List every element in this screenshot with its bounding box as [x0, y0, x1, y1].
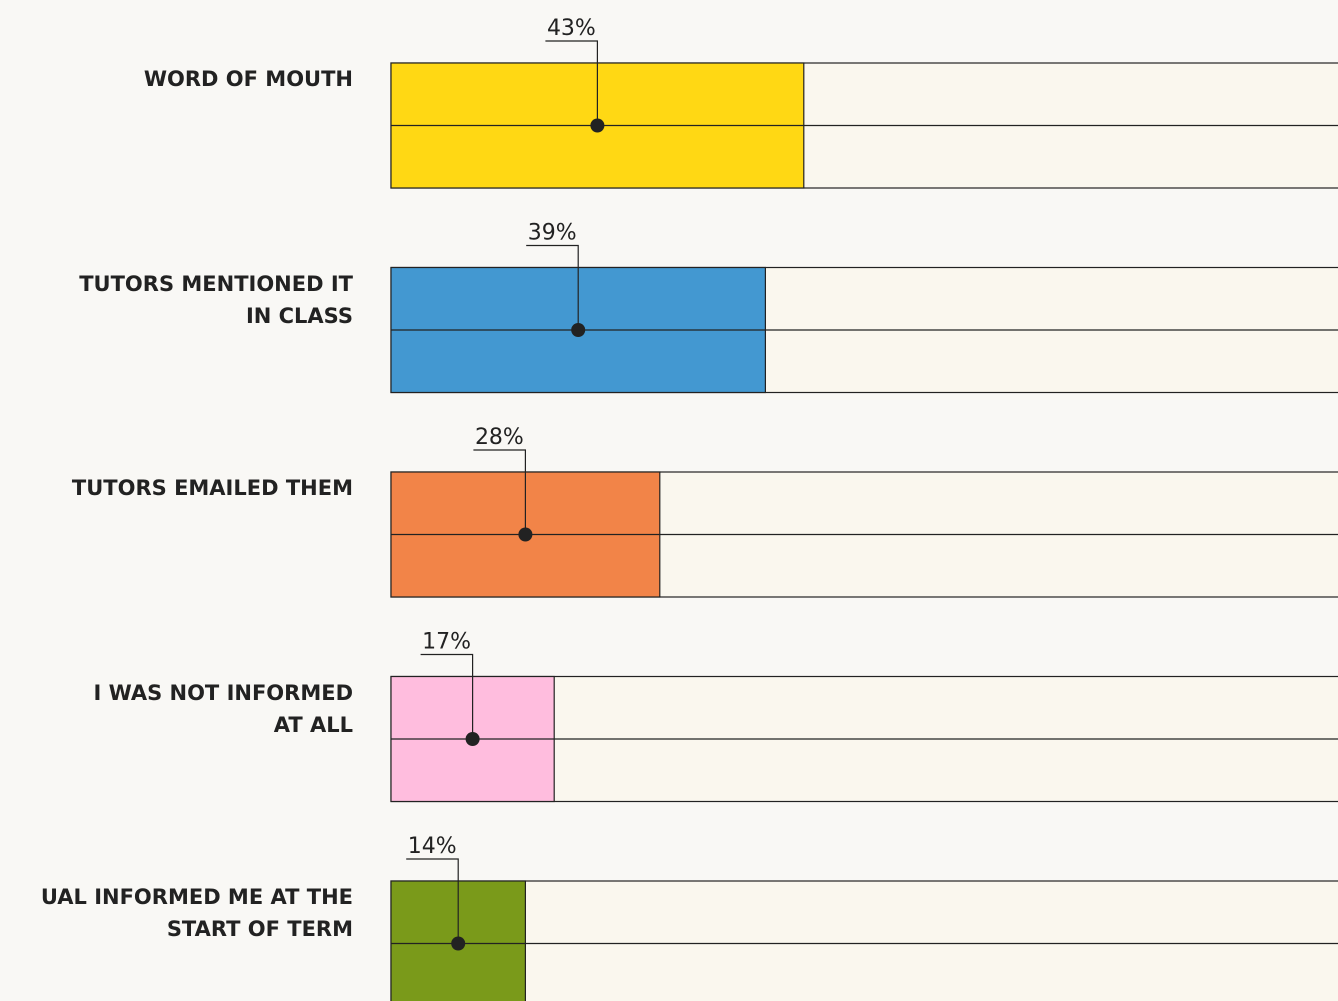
value-dot: [518, 527, 533, 542]
value-label: 17%: [422, 630, 471, 655]
bar-track: [390, 880, 1338, 1001]
value-dot: [571, 323, 586, 337]
value-label: 14%: [408, 834, 457, 859]
value-label: 43%: [547, 16, 596, 41]
category-label: I WAS NOT INFORMED AT ALL: [93, 680, 353, 737]
value-label: 39%: [528, 221, 577, 246]
leader-line: [473, 449, 527, 535]
category-label: TUTORS MENTIONED IT IN CLASS: [79, 271, 353, 328]
category-label: UAL INFORMED ME AT THE START OF TERM: [40, 885, 353, 941]
value-dot: [590, 118, 605, 133]
value-dot: [465, 732, 480, 746]
category-label: TUTORS EMAILED THEM: [71, 476, 353, 500]
leader-line: [526, 244, 579, 330]
leader-line: [545, 40, 599, 126]
value-dot: [451, 936, 466, 951]
leader-line: [420, 653, 474, 739]
category-label: WORD OF MOUTH: [143, 67, 353, 91]
leader-line: [406, 858, 459, 944]
value-label: 28%: [475, 425, 524, 450]
